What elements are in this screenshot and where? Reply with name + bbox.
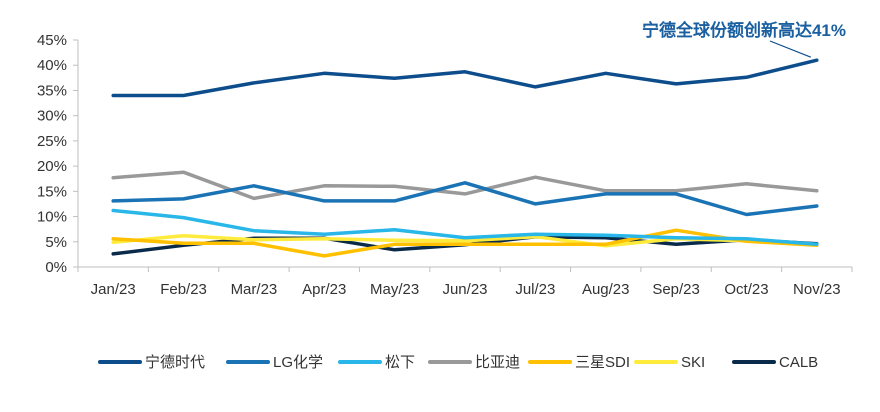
legend-label: 比亚迪	[475, 354, 520, 371]
x-tick-label: May/23	[370, 281, 419, 298]
legend-item: 三星SDI	[528, 354, 630, 371]
y-tick-label: 25%	[37, 133, 67, 150]
y-tick-label: 15%	[37, 183, 67, 200]
x-tick-label: Mar/23	[231, 281, 278, 298]
y-tick-label: 30%	[37, 108, 67, 125]
y-tick-label: 45%	[37, 32, 67, 49]
y-tick-label: 40%	[37, 57, 67, 74]
series-line-5	[111, 228, 819, 258]
series-line-4	[111, 170, 819, 201]
annotation-leader-line	[769, 40, 812, 58]
legend: 宁德时代 LG化学 松下 比亚迪 三星SDI SKI CALB	[98, 353, 818, 371]
y-tick-label: 5%	[45, 234, 67, 251]
legend-label: SKI	[681, 354, 705, 371]
legend-item: CALB	[732, 354, 818, 371]
series-line-1	[111, 58, 819, 98]
y-tick-label: 10%	[37, 209, 67, 226]
legend-item: 宁德时代	[98, 353, 205, 371]
legend-label: CALB	[779, 354, 818, 371]
x-tick-label: Oct/23	[724, 281, 768, 298]
annotation-text: 宁德全球份额创新高达41%	[642, 20, 846, 40]
x-tick-label: Jan/23	[91, 281, 136, 298]
x-tick-label: Aug/23	[582, 281, 630, 298]
legend-label: 三星SDI	[575, 354, 630, 371]
series-line-3	[111, 208, 819, 247]
legend-item: SKI	[634, 354, 705, 371]
legend-item: 松下	[338, 354, 415, 371]
legend-label: 宁德时代	[145, 353, 205, 371]
x-tick-label: Feb/23	[160, 281, 207, 298]
axes: 0% 5% 10% 15% 20% 25% 30% 35% 40% 45% Jan/23 Feb/23…	[37, 32, 853, 298]
legend-item: 比亚迪	[428, 354, 520, 371]
y-tick-label: 20%	[37, 158, 67, 175]
x-tick-label: Jul/23	[515, 281, 555, 298]
x-tick-label: Sep/23	[652, 281, 700, 298]
y-tick-label: 35%	[37, 82, 67, 99]
annotation: 宁德全球份额创新高达41%	[642, 20, 846, 58]
legend-label: LG化学	[273, 354, 323, 371]
legend-label: 松下	[385, 354, 415, 371]
series-line-2	[111, 181, 819, 217]
y-tick-label: 0%	[45, 259, 67, 276]
x-tick-label: Nov/23	[793, 281, 841, 298]
series-lines	[111, 58, 819, 258]
legend-item: LG化学	[226, 354, 323, 371]
x-tick-label: Apr/23	[302, 281, 346, 298]
x-tick-label: Jun/23	[442, 281, 487, 298]
